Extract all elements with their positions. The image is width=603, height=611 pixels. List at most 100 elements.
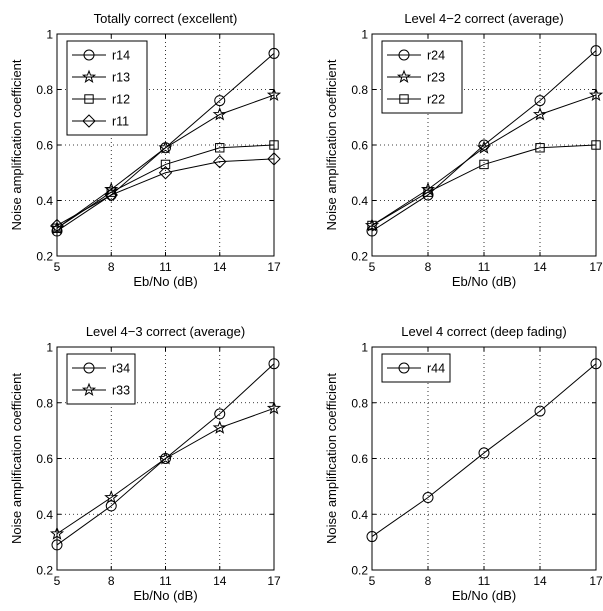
data-point-r12 xyxy=(215,143,225,153)
x-tick-label: 11 xyxy=(478,574,491,588)
data-point-r12 xyxy=(160,159,171,170)
y-tick-label: 1 xyxy=(46,341,53,355)
y-tick-label: 0.6 xyxy=(36,452,53,466)
legend-label: r14 xyxy=(112,49,130,63)
data-point-r24 xyxy=(590,45,602,57)
data-point-r23 xyxy=(476,140,492,154)
y-tick-label: 0.2 xyxy=(351,564,368,578)
legend-label: r12 xyxy=(112,93,130,107)
y-axis-label: Noise amplification coefficient xyxy=(324,373,339,544)
data-point-r34 xyxy=(105,500,117,512)
data-point-r13 xyxy=(266,87,282,102)
series-line-r13 xyxy=(56,94,275,229)
data-point-r33 xyxy=(212,420,227,434)
x-tick-label: 5 xyxy=(369,574,376,588)
y-tick-label: 0.2 xyxy=(36,564,53,578)
y-tick-label: 0.8 xyxy=(351,396,368,410)
data-point-r13 xyxy=(212,107,227,121)
y-tick-label: 0.4 xyxy=(351,508,368,522)
legend-label: r23 xyxy=(427,71,445,85)
chart-title: Level 4−2 correct (average) xyxy=(404,11,563,26)
data-point-r12 xyxy=(106,187,116,197)
y-tick-label: 0.4 xyxy=(351,194,368,208)
y-tick-label: 1 xyxy=(361,341,368,355)
legend-marker-r44 xyxy=(398,362,410,374)
data-point-r11 xyxy=(50,218,64,233)
y-tick-label: 0.4 xyxy=(36,194,53,208)
chart-title: Level 4 correct (deep fading) xyxy=(401,324,566,339)
y-axis-label: Noise amplification coefficient xyxy=(324,59,339,230)
data-point-r24 xyxy=(366,225,378,237)
x-tick-label: 5 xyxy=(369,260,376,274)
legend-marker-r23 xyxy=(396,69,412,84)
x-tick-label: 5 xyxy=(54,260,61,274)
legend-marker-r12 xyxy=(84,94,94,104)
data-point-r11 xyxy=(104,188,118,202)
subplot-2: 5 8 11 14 17 0.2 0.4 0.6 0.8 1 Level 4−2 correct (… xyxy=(324,11,603,289)
y-tick-label: 0.6 xyxy=(351,452,368,466)
x-tick-label: 17 xyxy=(267,260,281,274)
legend-label: r44 xyxy=(427,362,445,376)
data-point-r34 xyxy=(268,358,280,370)
data-point-r12 xyxy=(52,223,62,233)
series-line-r24 xyxy=(371,50,597,232)
legend-box xyxy=(66,40,148,136)
legend-label: r33 xyxy=(112,384,130,398)
data-point-r33 xyxy=(266,400,282,415)
legend-label: r34 xyxy=(112,362,130,376)
data-point-r33 xyxy=(104,490,119,504)
y-axis-label: Noise amplification coefficient xyxy=(9,59,24,230)
x-tick-label: 11 xyxy=(159,574,172,588)
data-point-r14 xyxy=(214,95,226,107)
y-axis-label: Noise amplification coefficient xyxy=(9,373,24,544)
subplot-4: 5 8 11 14 17 0.2 0.4 0.6 0.8 1 Level 4 correct (de… xyxy=(324,324,603,603)
y-tick-label: 0.4 xyxy=(36,508,53,522)
data-point-r11 xyxy=(267,152,281,166)
x-tick-label: 14 xyxy=(213,574,227,588)
y-tick-label: 1 xyxy=(361,28,368,42)
legend-label: r11 xyxy=(112,115,129,129)
subplot-1: 5 8 11 14 17 0.2 0.4 0.6 0.8 1 Totally correct (ex… xyxy=(9,11,282,289)
series-line-r33 xyxy=(56,407,275,535)
data-point-r22 xyxy=(535,143,545,153)
data-point-r44 xyxy=(590,358,602,370)
legend-label: r22 xyxy=(427,93,445,107)
x-tick-label: 8 xyxy=(108,260,115,274)
x-axis-label: Eb/No (dB) xyxy=(452,274,516,289)
x-axis-label: Eb/No (dB) xyxy=(133,588,197,603)
legend-marker-r24 xyxy=(398,49,410,61)
data-point-r44 xyxy=(366,531,378,543)
y-tick-label: 0.8 xyxy=(36,396,53,410)
x-tick-label: 17 xyxy=(589,574,603,588)
chart-title: Totally correct (excellent) xyxy=(94,11,238,26)
data-point-r22 xyxy=(367,220,377,231)
x-tick-label: 8 xyxy=(425,574,432,588)
x-tick-label: 8 xyxy=(108,574,115,588)
data-point-r23 xyxy=(588,87,603,102)
y-tick-label: 1 xyxy=(46,28,53,42)
legend-label: r24 xyxy=(427,49,445,63)
series-line-r11 xyxy=(56,158,275,226)
y-tick-label: 0.2 xyxy=(351,250,368,264)
data-point-r14 xyxy=(51,225,63,237)
legend-marker-r34 xyxy=(83,362,95,374)
data-point-r44 xyxy=(478,447,490,459)
legend-marker-r22 xyxy=(399,94,409,104)
data-point-r44 xyxy=(422,492,434,504)
legend-label: r13 xyxy=(112,71,130,85)
data-point-r14 xyxy=(268,47,280,59)
y-tick-label: 0.8 xyxy=(351,83,368,97)
data-point-r13 xyxy=(158,140,173,154)
chart-title: Level 4−3 correct (average) xyxy=(86,324,245,339)
x-axis-label: Eb/No (dB) xyxy=(452,588,516,603)
data-point-r33 xyxy=(158,451,173,465)
x-tick-label: 14 xyxy=(213,260,227,274)
x-tick-label: 5 xyxy=(54,574,61,588)
legend-box xyxy=(66,353,136,405)
y-tick-label: 0.2 xyxy=(36,250,53,264)
data-point-r34 xyxy=(214,408,226,420)
x-tick-label: 11 xyxy=(478,260,491,274)
legend-marker-r33 xyxy=(81,382,97,397)
legend-marker-r11 xyxy=(82,114,96,128)
